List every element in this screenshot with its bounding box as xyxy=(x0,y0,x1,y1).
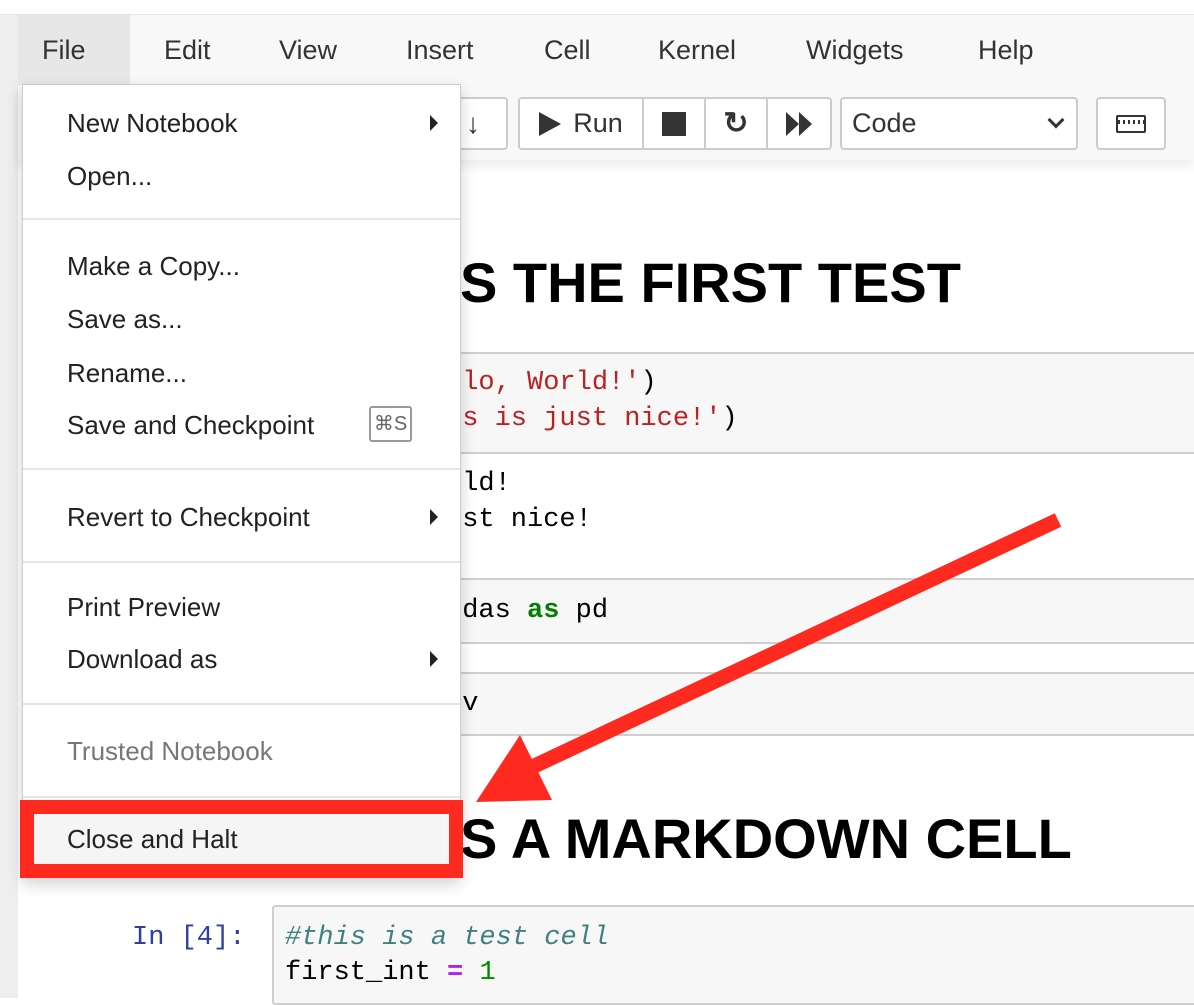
code-text: first_int xyxy=(285,958,448,988)
play-icon xyxy=(539,111,562,136)
menu-item-rename[interactable]: Rename... xyxy=(67,358,187,388)
left-gutter xyxy=(0,0,18,998)
menu-insert[interactable]: Insert xyxy=(406,35,474,65)
restart-button[interactable]: ↻ xyxy=(706,99,768,148)
menu-divider xyxy=(23,796,460,798)
arrow-head xyxy=(476,735,552,802)
run-label: Run xyxy=(573,108,623,138)
keyboard-shortcuts-button[interactable] xyxy=(1096,97,1166,150)
menu-view[interactable]: View xyxy=(279,35,338,65)
menu-item-open[interactable]: Open... xyxy=(67,161,153,191)
menu-item-save-checkpoint[interactable]: Save and Checkpoint ⌘S xyxy=(67,406,412,442)
menu-item-close-and-halt[interactable]: Close and Halt xyxy=(20,800,463,878)
menu-item-make-copy[interactable]: Make a Copy... xyxy=(67,251,240,281)
code-cell-3[interactable] xyxy=(440,672,1194,736)
menu-cell[interactable]: Cell xyxy=(544,35,591,65)
top-strip xyxy=(0,0,1194,15)
submenu-caret-icon xyxy=(430,651,438,667)
run-group: Run ↻ xyxy=(518,97,832,150)
menu-help[interactable]: Help xyxy=(978,35,1034,65)
code-cell-1[interactable] xyxy=(440,352,1194,454)
menu-kernel[interactable]: Kernel xyxy=(658,35,737,65)
menu-item-download-as[interactable]: Download as xyxy=(67,644,460,674)
code-keyword: as xyxy=(527,596,560,626)
cell-type-value: Code xyxy=(852,108,917,138)
menu-divider xyxy=(23,218,460,220)
keyboard-icon xyxy=(1116,114,1146,133)
code-text: pd xyxy=(559,596,609,626)
cell-prompt: In [4]: xyxy=(132,923,246,953)
menu-divider xyxy=(23,703,460,705)
code-number: 1 xyxy=(479,958,496,988)
menubar: File Edit View Insert Cell Kernel Widget… xyxy=(18,15,1194,85)
code-comment: #this is a test cell xyxy=(285,923,610,953)
markdown-heading-1: S THE FIRST TEST xyxy=(460,251,961,314)
fast-forward-icon xyxy=(786,111,812,136)
markdown-heading-2: S A MARKDOWN CELL xyxy=(460,807,1072,870)
arrow-down-icon: ↓ xyxy=(466,107,480,139)
code-text: ) xyxy=(640,368,657,398)
menu-file[interactable]: File xyxy=(18,15,130,85)
code-string: is is just nice!' xyxy=(446,404,722,434)
file-menu-dropdown: New Notebook Open... Make a Copy... Save… xyxy=(22,84,461,878)
cell-type-select[interactable]: Code xyxy=(840,97,1078,150)
code-cell-4[interactable] xyxy=(272,905,1194,1005)
arrow-shaft xyxy=(526,513,1062,775)
menu-divider xyxy=(23,561,460,563)
interrupt-button[interactable] xyxy=(644,99,706,148)
close-and-halt-label: Close and Halt xyxy=(67,824,238,854)
stop-icon xyxy=(662,111,686,136)
submenu-caret-icon xyxy=(430,115,438,131)
run-all-button[interactable] xyxy=(768,99,830,148)
menu-edit[interactable]: Edit xyxy=(164,35,211,65)
restart-icon: ↻ xyxy=(723,107,749,140)
shortcut-badge: ⌘S xyxy=(369,406,412,442)
menu-item-new-notebook[interactable]: New Notebook xyxy=(67,108,460,138)
menu-divider xyxy=(23,468,460,470)
submenu-caret-icon xyxy=(430,509,438,525)
menu-item-trusted-notebook: Trusted Notebook xyxy=(67,736,273,766)
code-operator: = xyxy=(447,958,464,988)
run-button[interactable]: Run xyxy=(520,99,644,148)
menu-item-save-as[interactable]: Save as... xyxy=(67,304,183,334)
menu-widgets[interactable]: Widgets xyxy=(806,35,904,65)
menu-item-print-preview[interactable]: Print Preview xyxy=(67,592,221,622)
menu-item-revert-checkpoint[interactable]: Revert to Checkpoint xyxy=(67,502,460,532)
code-text: ) xyxy=(721,404,738,434)
